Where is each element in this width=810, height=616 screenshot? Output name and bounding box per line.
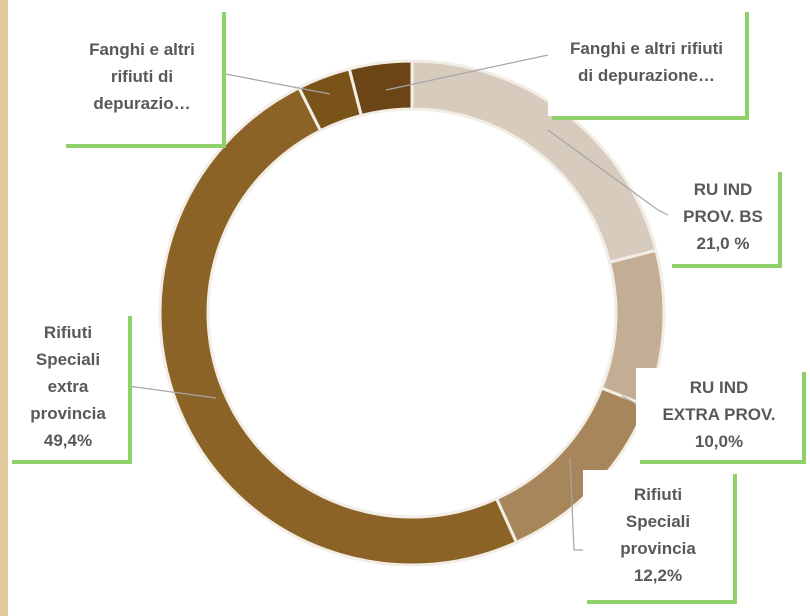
- data-label: RU IND PROV. BS 21,0 %: [668, 168, 778, 264]
- label-name: RU IND PROV. BS: [683, 179, 763, 226]
- leader-line: [569, 457, 583, 551]
- leader-line: [621, 395, 637, 405]
- leader-line: [385, 54, 549, 91]
- label-value: 12,2%: [633, 566, 683, 585]
- label-name: RU IND EXTRA PROV.: [662, 377, 776, 424]
- label-value: 21,0 %: [696, 233, 750, 253]
- label-name: Rifiuti Speciali provincia: [620, 485, 696, 558]
- data-label: Fanghi e altri rifiuti di depurazio…: [62, 8, 222, 144]
- data-label: Rifiuti Speciali provincia 12,2%: [583, 470, 733, 600]
- label-value: 10,0%: [694, 431, 744, 451]
- label-value: 49,4%: [43, 430, 93, 450]
- data-label: RU IND EXTRA PROV. 10,0%: [636, 368, 802, 460]
- leader-lines: [127, 54, 669, 551]
- leader-line: [214, 71, 331, 95]
- label-name: Rifiuti Speciali extra provincia: [30, 322, 106, 423]
- leader-line: [127, 385, 217, 399]
- donut-slice: [158, 85, 519, 567]
- data-label: Fanghi e altri rifiuti di depurazione…: [548, 8, 745, 116]
- data-label: Rifiuti Speciali extra provincia 49,4%: [8, 312, 128, 460]
- side-strip: [0, 0, 8, 616]
- leader-line: [547, 129, 669, 216]
- label-name: Fanghi e altri rifiuti di depurazione…: [569, 39, 723, 85]
- donut-slice: [347, 59, 414, 118]
- label-name: Fanghi e altri rifiuti di depurazio…: [89, 39, 195, 113]
